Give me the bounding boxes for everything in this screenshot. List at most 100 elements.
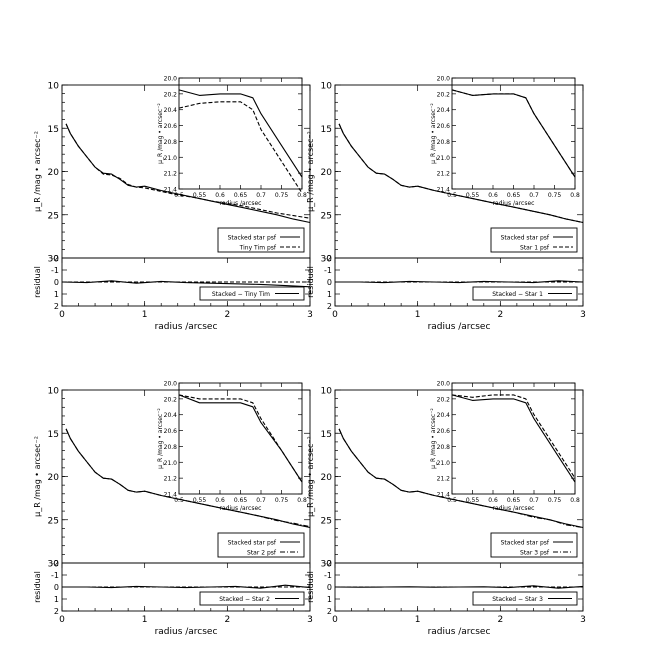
inset-x-tick-label: 0.8 xyxy=(297,497,307,504)
inset-x-tick-label: 0.65 xyxy=(234,497,248,504)
inset-y-tick-label: 21.2 xyxy=(164,171,178,178)
inset-x-tick-label: 0.7 xyxy=(256,497,266,504)
residual-legend-entry: Stacked − Star 1 xyxy=(492,291,543,298)
residual-legend-box xyxy=(199,591,305,606)
residual-line xyxy=(334,585,584,589)
y-tick-label: 30 xyxy=(48,560,60,570)
residual-y-tick-label: 2 xyxy=(54,302,59,311)
residual-y-tick-label: 0 xyxy=(327,583,332,592)
y-axis-label: μ_R /mag • arcsec⁻² xyxy=(306,131,315,212)
inset-x-axis-label: radius /arcsec xyxy=(220,200,262,207)
inset-y-tick-label: 21.2 xyxy=(437,476,451,483)
inset-y-tick-label: 21.0 xyxy=(164,155,178,162)
legend-box xyxy=(217,532,305,558)
inset-y-tick-label: 20.6 xyxy=(164,123,178,130)
x-tick-label: 1 xyxy=(415,615,421,625)
x-tick-label: 3 xyxy=(307,310,313,320)
legend-entry: Star 1 psf xyxy=(520,245,550,252)
x-axis-label: radius /arcsec xyxy=(428,322,491,332)
inset-x-tick-label: 0.55 xyxy=(466,497,480,504)
series-line-1 xyxy=(338,123,584,224)
inset-x-axis-label: radius /arcsec xyxy=(493,200,535,207)
x-axis-label: radius /arcsec xyxy=(155,322,218,332)
main-plot-frame xyxy=(334,389,584,564)
residual-axis-label: residual xyxy=(306,266,315,298)
inset-frame xyxy=(178,382,303,495)
y-tick-label: 20 xyxy=(321,168,333,178)
inset-y-tick-label: 21.2 xyxy=(164,476,178,483)
inset-y-tick-label: 20.0 xyxy=(437,381,451,388)
inset-y-tick-label: 20.4 xyxy=(437,412,451,419)
residual-y-tick-label: -2 xyxy=(324,254,332,263)
residual-legend-entry: Stacked − Tiny Tim xyxy=(212,291,270,298)
legend-box xyxy=(217,227,305,253)
residual-y-tick-label: 2 xyxy=(54,607,59,616)
inset-y-axis-label: μ_R /mag • arcsec⁻² xyxy=(157,103,164,164)
y-tick-label: 15 xyxy=(48,430,59,440)
residual-line xyxy=(62,584,311,589)
y-tick-label: 15 xyxy=(321,125,332,135)
y-axis-label: μ_R /mag • arcsec⁻² xyxy=(33,131,42,212)
x-tick-label: 1 xyxy=(415,310,421,320)
inset-x-tick-label: 0.8 xyxy=(570,192,580,199)
series-line-1 xyxy=(338,428,584,529)
inset-y-tick-label: 21.2 xyxy=(437,171,451,178)
inset-x-tick-label: 0.65 xyxy=(507,497,521,504)
inset-y-axis-label: μ_R /mag • arcsec⁻² xyxy=(430,408,437,469)
residual-y-tick-label: -2 xyxy=(324,559,332,568)
legend-box xyxy=(490,532,578,558)
inset-x-tick-label: 0.75 xyxy=(548,497,562,504)
main-plot-frame xyxy=(61,389,311,564)
inset-y-tick-label: 20.6 xyxy=(164,428,178,435)
residual-legend-entry: Stacked − Star 3 xyxy=(492,596,543,603)
x-axis-label: radius /arcsec xyxy=(428,627,491,637)
x-tick-label: 0 xyxy=(332,615,338,625)
legend-entry: Stacked star psf xyxy=(501,540,550,547)
y-tick-label: 25 xyxy=(48,211,59,221)
inset-x-tick-label: 0.7 xyxy=(529,497,539,504)
inset-y-tick-label: 21.0 xyxy=(437,155,451,162)
inset-x-axis-label: radius /arcsec xyxy=(493,505,535,512)
y-tick-label: 15 xyxy=(321,430,332,440)
x-tick-label: 2 xyxy=(224,310,230,320)
x-tick-label: 2 xyxy=(497,310,503,320)
residual-axis-label: residual xyxy=(33,571,42,603)
residual-y-tick-label: -1 xyxy=(51,266,59,275)
inset-x-tick-label: 0.6 xyxy=(488,192,498,199)
residual-legend-box xyxy=(472,286,578,301)
residual-y-tick-label: 1 xyxy=(54,290,59,299)
inset-y-tick-label: 20.4 xyxy=(164,412,178,419)
inset-x-tick-label: 0.55 xyxy=(466,192,480,199)
y-tick-label: 20 xyxy=(321,473,333,483)
inset-y-tick-label: 20.4 xyxy=(437,107,451,114)
inset-y-tick-label: 21.0 xyxy=(437,460,451,467)
residual-y-tick-label: 1 xyxy=(327,595,332,604)
residual-legend-entry: Stacked − Star 2 xyxy=(219,596,270,603)
inset-y-axis-label: μ_R /mag • arcsec⁻² xyxy=(430,103,437,164)
y-tick-label: 10 xyxy=(48,387,60,397)
inset-x-tick-label: 0.5 xyxy=(174,192,184,199)
x-tick-label: 0 xyxy=(59,310,65,320)
inset-x-tick-label: 0.6 xyxy=(215,497,225,504)
x-tick-label: 1 xyxy=(142,310,148,320)
x-tick-label: 1 xyxy=(142,615,148,625)
inset-series-line-0 xyxy=(451,89,576,178)
inset-y-tick-label: 20.8 xyxy=(437,139,451,146)
inset-series-line-0 xyxy=(178,89,303,178)
y-tick-label: 30 xyxy=(48,255,60,265)
inset-y-tick-label: 20.8 xyxy=(164,139,178,146)
inset-y-tick-label: 20.2 xyxy=(437,91,451,98)
inset-x-axis-label: radius /arcsec xyxy=(220,505,262,512)
inset-y-tick-label: 21.0 xyxy=(164,460,178,467)
inset-x-tick-label: 0.75 xyxy=(548,192,562,199)
y-tick-label: 25 xyxy=(48,516,59,526)
y-tick-label: 10 xyxy=(48,82,60,92)
x-tick-label: 3 xyxy=(580,310,586,320)
legend-entry: Stacked star psf xyxy=(501,235,550,242)
inset-x-tick-label: 0.8 xyxy=(297,192,307,199)
inset-y-tick-label: 21.4 xyxy=(164,187,178,194)
inset-x-tick-label: 0.7 xyxy=(529,192,539,199)
residual-y-tick-label: 0 xyxy=(327,278,332,287)
